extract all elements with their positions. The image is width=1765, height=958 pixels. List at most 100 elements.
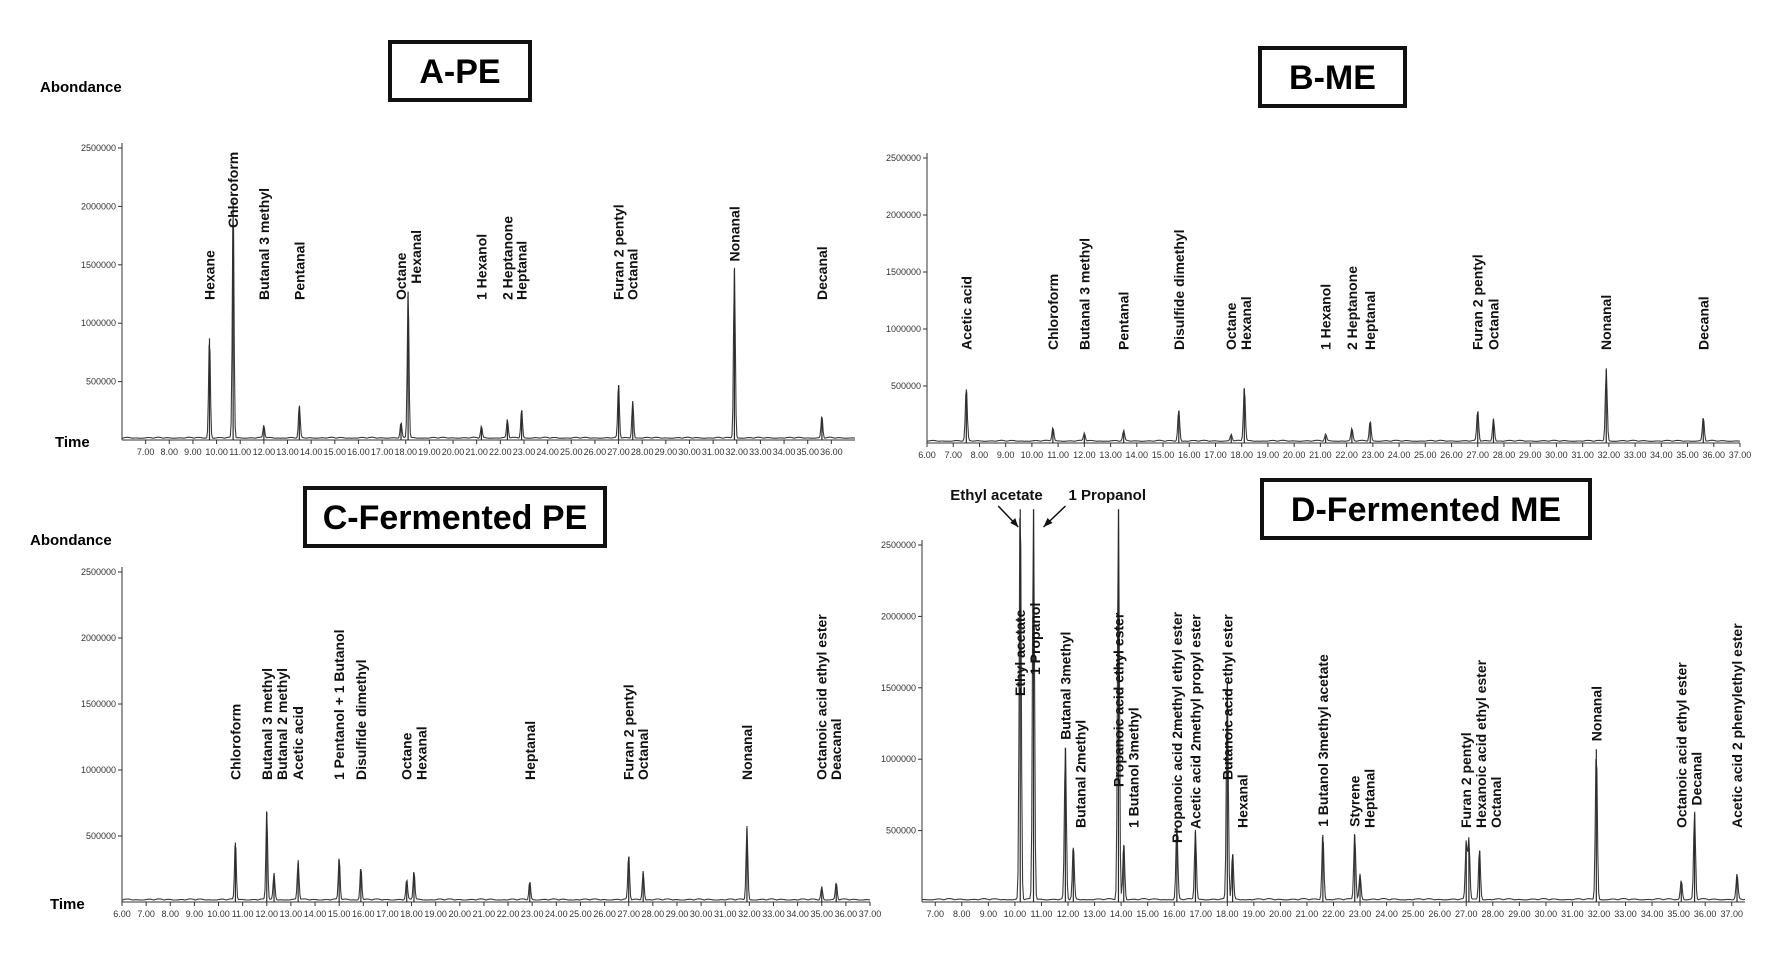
peak-label: Nonanal — [726, 206, 742, 261]
y-tick-label: 1500000 — [81, 699, 116, 709]
peak-label: Heptanal — [522, 721, 538, 780]
x-tick-label: 24.00 — [536, 447, 559, 457]
x-tick-label: 15.00 — [324, 447, 347, 457]
peak-label: Pentanal — [1116, 292, 1132, 350]
x-tick-label: 9.00 — [186, 909, 204, 919]
y-tick-label: 1500000 — [81, 260, 116, 270]
y-tick-label: 1500000 — [881, 683, 916, 693]
y-tick-label: 2000000 — [881, 611, 916, 621]
peak-label: Heptanal — [1362, 291, 1378, 350]
x-tick-label: 25.00 — [1402, 909, 1425, 919]
y-tick-label: 1500000 — [886, 267, 921, 277]
x-tick-label: 31.00 — [1561, 909, 1584, 919]
x-tick-label: 33.00 — [1614, 909, 1637, 919]
panel-3: C-Fermented PE Abondance Time 500000 1000000… — [30, 486, 882, 919]
x-tick-label: 8.00 — [953, 909, 971, 919]
peak-label: Disulfide dimethyl — [353, 659, 369, 780]
x-tick-label: 11.00 — [229, 447, 251, 457]
x-tick-label: 11.00 — [232, 909, 254, 919]
x-tick-label: 35.00 — [1667, 909, 1690, 919]
x-tick-label: 33.00 — [749, 447, 772, 457]
x-tick-label: 24.00 — [1375, 909, 1398, 919]
x-tick-label: 21.00 — [1309, 450, 1332, 460]
y-tick-label: 2000000 — [81, 633, 116, 643]
x-tick-label: 12.00 — [1073, 450, 1096, 460]
x-tick-label: 37.00 — [859, 909, 882, 919]
y-tick-label: 2500000 — [81, 567, 116, 577]
chromatogram-trace — [121, 811, 871, 901]
x-tick-label: 34.00 — [773, 447, 796, 457]
x-tick-label: 7.00 — [137, 909, 155, 919]
panel-title: A-PE — [419, 53, 500, 91]
x-tick-label: 19.00 — [418, 447, 441, 457]
peak-label: Octane — [393, 252, 409, 300]
x-tick-label: 28.00 — [1482, 909, 1505, 919]
peak-label: 1 Hexanol — [1318, 284, 1334, 350]
peak-label: Heptanal — [1362, 769, 1378, 828]
y-tick-label: 2500000 — [81, 143, 116, 153]
x-tick-label: 31.00 — [1571, 450, 1594, 460]
peak-label: Heptanal — [514, 241, 530, 300]
peak-label: Butanal 3 methyl — [256, 188, 272, 300]
x-tick-label: 8.00 — [161, 909, 179, 919]
peak-label: Chloroform — [225, 152, 241, 228]
peak-label: Styrene — [1347, 775, 1363, 827]
x-tick-label: 22.00 — [1335, 450, 1358, 460]
chromatogram-trace — [921, 509, 1746, 901]
x-tick-label: 35.00 — [796, 447, 819, 457]
x-tick-label: 20.00 — [1269, 909, 1292, 919]
y-tick-label: 500000 — [86, 831, 116, 841]
y-tick-label: 2000000 — [81, 201, 116, 211]
x-tick-label: 32.00 — [1588, 909, 1611, 919]
y-axis-label: Abondance — [40, 79, 122, 96]
peak-label: 1 Hexanol — [473, 234, 489, 300]
x-axis-label: Time — [55, 434, 90, 451]
callout-label: Ethyl acetate — [950, 487, 1043, 504]
x-tick-label: 16.00 — [352, 909, 375, 919]
x-tick-label: 34.00 — [1650, 450, 1673, 460]
x-tick-label: 17.00 — [376, 909, 399, 919]
panel-title-box — [1260, 478, 1592, 540]
x-tick-label: 36.00 — [1703, 450, 1726, 460]
x-tick-label: 13.00 — [276, 447, 299, 457]
peak-label: Hexanoic acid ethyl ester — [1473, 659, 1489, 828]
x-tick-label: 26.00 — [593, 909, 616, 919]
x-tick-label: 32.00 — [1598, 450, 1621, 460]
peak-label: Furan 2 pentyl — [621, 684, 637, 780]
peak-label: 1 Butanol 3methyl acetate — [1315, 654, 1331, 827]
x-tick-label: 21.00 — [473, 909, 496, 919]
peak-label: Acetic acid — [290, 706, 306, 780]
peak-label: Octanoic acid ethyl ester — [814, 614, 830, 780]
x-tick-label: 19.00 — [1243, 909, 1266, 919]
peak-label: Propanoic acid 2methyl ethyl ester — [1169, 611, 1185, 843]
peak-label: Furan 2 pentyl — [1470, 254, 1486, 350]
x-tick-label: 22.00 — [497, 909, 520, 919]
peak-label: Octanal — [1486, 299, 1502, 350]
peak-label: Hexanal — [1234, 774, 1250, 828]
x-tick-label: 16.00 — [1178, 450, 1201, 460]
x-tick-label: 18.00 — [394, 447, 417, 457]
y-tick-label: 500000 — [886, 826, 916, 836]
x-tick-label: 33.00 — [762, 909, 785, 919]
x-tick-label: 37.00 — [1729, 450, 1752, 460]
x-tick-label: 14.00 — [1110, 909, 1133, 919]
x-tick-label: 28.00 — [631, 447, 654, 457]
panel-title-box — [1258, 46, 1407, 108]
x-tick-label: 27.00 — [1466, 450, 1489, 460]
peak-label: Butanoic acid ethyl ester — [1219, 614, 1235, 780]
x-tick-label: 29.00 — [1508, 909, 1531, 919]
x-tick-label: 14.00 — [1126, 450, 1149, 460]
y-tick-label: 2500000 — [886, 153, 921, 163]
x-tick-label: 9.00 — [980, 909, 998, 919]
x-tick-label: 15.00 — [1136, 909, 1159, 919]
x-tick-label: 36.00 — [1694, 909, 1717, 919]
peak-label: Deacanal — [828, 719, 844, 780]
panel-title: B-ME — [1289, 59, 1376, 97]
peak-label: Furan 2 pentyl — [611, 204, 627, 300]
x-tick-label: 17.00 — [1189, 909, 1212, 919]
x-tick-label: 16.00 — [1163, 909, 1186, 919]
x-tick-label: 20.00 — [449, 909, 472, 919]
x-tick-label: 29.00 — [1519, 450, 1542, 460]
peak-label: Pentanal — [291, 242, 307, 300]
